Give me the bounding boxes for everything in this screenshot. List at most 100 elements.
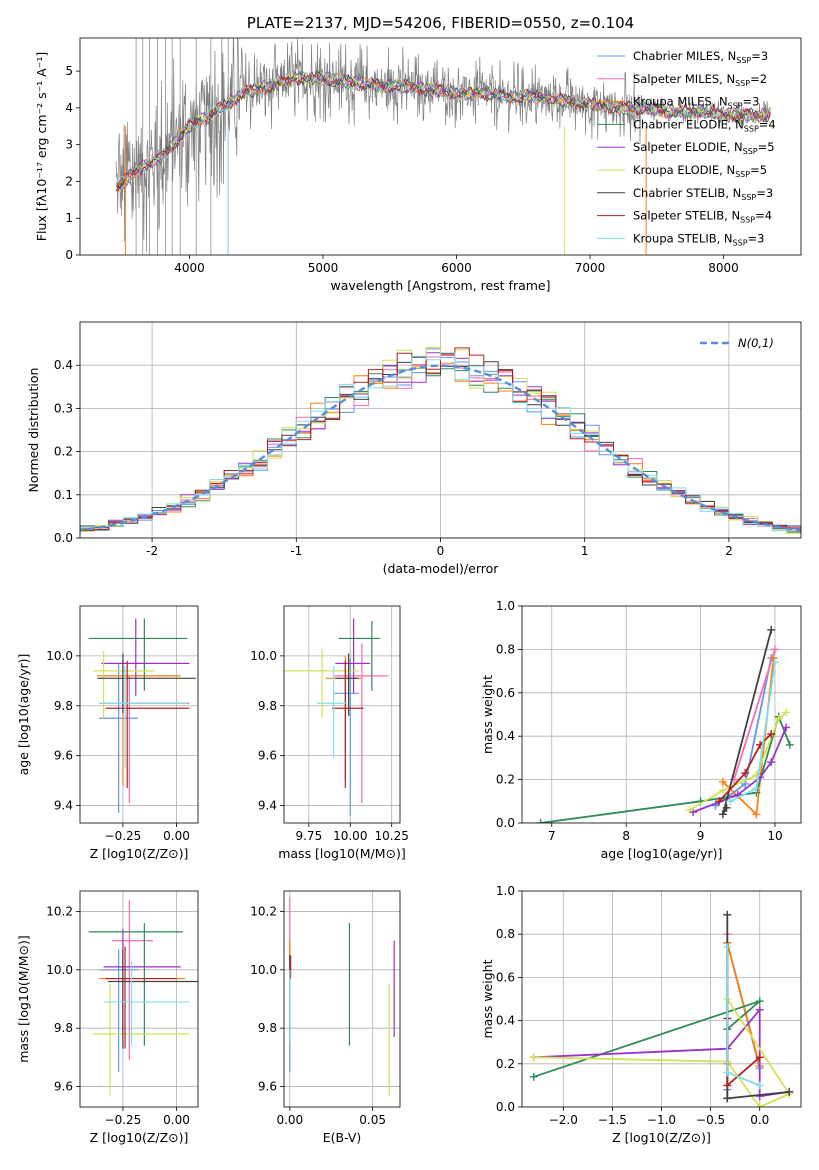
legend-label-main: Kroupa ELODIE, N	[633, 163, 735, 177]
plot-area-6	[284, 891, 400, 1107]
y-tick-label: 9.4	[54, 799, 73, 813]
x-axis-label: E(B-V)	[323, 1130, 362, 1145]
x-tick-label: 8000	[708, 261, 739, 275]
chart-title: PLATE=2137, MJD=54206, FIBERID=0550, z=0…	[247, 14, 634, 32]
y-axis-label: Flux [fλ10⁻¹⁷ erg cm⁻² s⁻¹ A⁻¹]	[34, 52, 49, 241]
x-axis-label: (data-model)/error	[383, 561, 500, 576]
legend-label-main: Chabrier STELIB, N	[633, 186, 741, 200]
panel-5: −0.25 0.00 9.6 9.8 10.0 10.2 Z [log10(Z/Z⊙)] ma…	[16, 890, 199, 1145]
y-axis-label: mass weight	[480, 675, 495, 754]
plot-area-2	[80, 606, 198, 823]
x-tick-label: 0	[437, 544, 445, 558]
y-tick-label: 10.0	[250, 649, 277, 663]
x-tick-label: 1	[581, 544, 589, 558]
y-tick-label: 10.2	[250, 904, 277, 918]
plot-area-0	[115, 38, 771, 255]
legend-label-main: Chabrier MILES, N	[633, 49, 736, 63]
plot-area-1	[80, 322, 801, 538]
x-tick-label: 0.00	[163, 829, 190, 843]
x-tick-label: −0.25	[105, 829, 142, 843]
x-axis-label: Z [log10(Z/Z⊙)]	[90, 846, 189, 861]
y-tick-label: 0.0	[496, 1100, 515, 1114]
model-spectrum-line	[116, 69, 771, 191]
x-tick-label: 10.00	[333, 829, 367, 843]
y-tick-label: 0.6	[496, 970, 515, 984]
y-tick-label: 9.4	[258, 799, 277, 813]
y-tick-label: 2	[65, 174, 73, 188]
x-tick-label: 10	[767, 829, 782, 843]
panel-7: −2.0 −1.5 −1.0 −0.5 0.0 0.0 0.2 0.4 0.6 0.8 1.0 Z […	[480, 884, 802, 1145]
y-tick-label: 0.4	[54, 358, 73, 372]
plot-area-5	[80, 891, 198, 1107]
x-axis-label: wavelength [Angstrom, rest frame]	[330, 278, 550, 293]
panel-3: 9.75 10.00 10.25 9.4 9.6 9.8 10.0 mass [log10(M…	[250, 605, 409, 861]
y-tick-label: 10.0	[46, 963, 73, 977]
axes-frame	[283, 605, 401, 824]
legend-label-sub: SSP	[735, 79, 750, 88]
y-tick-label: 9.8	[54, 699, 73, 713]
x-tick-label: 4000	[174, 261, 205, 275]
y-tick-label: 0.0	[54, 531, 73, 545]
histogram-step	[80, 352, 801, 535]
legend-label: Salpeter STELIB, NSSP=4	[633, 209, 772, 225]
y-tick-label: 10.0	[46, 649, 73, 663]
y-tick-label: 0.2	[496, 773, 515, 787]
y-axis-label: Normed distribution	[26, 368, 41, 493]
legend-label-tail: =4	[759, 117, 776, 131]
legend-label-main: Salpeter ELODIE, N	[633, 140, 743, 154]
legend-label-tail: =3	[748, 231, 765, 245]
x-axis-label: Z [log10(Z/Z⊙)]	[612, 1130, 711, 1145]
y-tick-label: 0.2	[496, 1057, 515, 1071]
legend-label-tail: =3	[743, 95, 760, 109]
legend-label: Kroupa MILES, NSSP=3	[633, 95, 759, 111]
y-tick-label: 0.6	[496, 686, 515, 700]
legend-label: N(0,1)	[738, 336, 774, 350]
y-tick-label: 0.0	[496, 816, 515, 830]
y-tick-label: 0.1	[54, 488, 73, 502]
x-tick-label: 6000	[441, 261, 472, 275]
x-tick-label: 2	[725, 544, 733, 558]
y-tick-label: 9.6	[54, 749, 73, 763]
x-tick-label: 0.0	[750, 1113, 769, 1127]
legend-label: Salpeter ELODIE, NSSP=5	[633, 140, 775, 156]
y-axis-label: mass weight	[480, 959, 495, 1038]
x-tick-label: 10.25	[375, 829, 409, 843]
x-tick-label: −1.0	[647, 1113, 676, 1127]
x-tick-label: 0.00	[163, 1113, 190, 1127]
y-tick-label: 9.8	[54, 1021, 73, 1035]
x-tick-label: -1	[290, 544, 302, 558]
x-tick-label: 7000	[575, 261, 606, 275]
y-tick-label: 9.6	[258, 749, 277, 763]
y-tick-label: 4	[65, 101, 73, 115]
plot-area-3	[284, 606, 400, 823]
x-axis-label: mass [log10(M/M⊙)]	[278, 846, 406, 861]
panel-1: -2 -1 0 1 2 0.0 0.1 0.2 0.3 0.4 (data-model)/error…	[26, 321, 802, 576]
x-axis-label: age [log10(age/yr)]	[601, 846, 723, 861]
y-tick-label: 9.6	[258, 1080, 277, 1094]
x-tick-label: 5000	[308, 261, 339, 275]
plot-area-4	[522, 606, 801, 823]
y-tick-label: 9.8	[258, 699, 277, 713]
x-tick-label: −1.5	[598, 1113, 627, 1127]
legend-label-sub: SSP	[736, 56, 751, 65]
y-tick-label: 10.2	[46, 904, 73, 918]
legend-label: Chabrier STELIB, NSSP=3	[633, 186, 773, 202]
axes-frame	[79, 605, 199, 824]
legend-label-tail: =5	[750, 163, 767, 177]
x-tick-label: 0.00	[276, 1113, 303, 1127]
axes-frame	[521, 605, 802, 824]
legend-label-sub: SSP	[733, 238, 748, 247]
weight-line	[533, 998, 791, 1107]
legend-label: Chabrier ELODIE, NSSP=4	[633, 117, 776, 133]
y-tick-label: 1.0	[496, 884, 515, 898]
axes-frame	[79, 321, 802, 539]
model-spectrum-line	[115, 71, 771, 186]
legend-label-tail: =3	[751, 49, 768, 63]
y-tick-label: 0.2	[54, 445, 73, 459]
weight-line	[733, 649, 776, 780]
legend-label-main: Salpeter MILES, N	[633, 72, 735, 86]
y-tick-label: 0.3	[54, 401, 73, 415]
plot-area-7	[522, 891, 801, 1107]
x-tick-label: 9	[697, 829, 705, 843]
